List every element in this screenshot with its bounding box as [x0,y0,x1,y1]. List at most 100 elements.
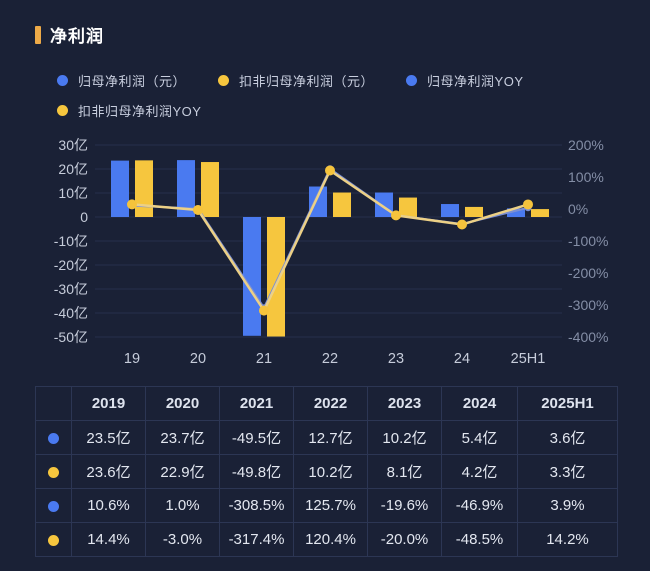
data-table: 2019 2020 2021 2022 2023 2024 2025H1 23.5亿 23.7… [35,386,618,557]
right-axis-tick-label: 0% [568,201,588,217]
x-axis-tick-label: 21 [256,351,272,367]
x-axis-tick-label: 20 [190,351,206,367]
legend-label: 扣非归母净利润YOY [78,104,202,119]
title-accent-bar [35,25,41,44]
legend-item-deducted-net-profit-yoy[interactable]: 扣非归母净利润YOY [57,101,201,120]
series-dot [48,466,59,478]
table-year-header: 2025H1 [517,386,618,421]
deducted-net-profit-yoy-point[interactable] [259,305,269,316]
net-profit-bar[interactable] [243,217,261,336]
table-row: 10.6% 1.0% -308.5% 125.7% -19.6% -46.9% 3.9% [35,488,618,523]
table-year-header: 2023 [367,386,442,421]
series-dot-cell [35,420,72,455]
deducted-net-profit-yoy-point[interactable] [523,199,533,210]
table-value-cell: 3.9% [517,488,618,523]
x-axis-tick-label: 23 [388,351,404,367]
table-row: 14.4% -3.0% -317.4% 120.4% -20.0% -48.5% 14.2% [35,522,618,557]
table-row: 23.5亿 23.7亿 -49.5亿 12.7亿 10.2亿 5.4亿 3.6亿 [35,420,618,455]
deducted-net-profit-yoy-point[interactable] [193,204,203,215]
left-axis-tick-label: -50亿 [54,329,88,345]
table-value-cell: 3.6亿 [517,420,618,455]
left-axis-tick-label: 20亿 [58,161,88,177]
legend-label: 扣非归母净利润（元） [239,74,375,89]
series-dot [48,432,59,444]
deducted-net-profit-yoy-point[interactable] [457,219,467,230]
table-header-row: 2019 2020 2021 2022 2023 2024 2025H1 [35,386,618,421]
legend-item-deducted-net-profit[interactable]: 扣非归母净利润（元） [218,71,374,90]
deducted-net-profit-bar[interactable] [267,217,285,337]
table-value-cell: 14.2% [517,522,618,557]
legend-item-net-profit[interactable]: 归母净利润（元） [57,71,186,90]
table-value-cell: -20.0% [367,522,442,557]
table-value-cell: 10.6% [71,488,146,523]
table-value-cell: -308.5% [219,488,294,523]
table-row: 23.6亿 22.9亿 -49.8亿 10.2亿 8.1亿 4.2亿 3.3亿 [35,454,618,489]
net-profit-bar[interactable] [507,208,525,217]
deducted-net-profit-bar[interactable] [399,197,417,217]
table-value-cell: 8.1亿 [367,454,442,489]
legend-dot-blue [57,75,68,86]
net-profit-bar[interactable] [309,186,327,217]
legend-dot-blue [406,75,418,86]
table-value-cell: 120.4% [293,522,368,557]
net-profit-bar[interactable] [111,160,129,217]
table-value-cell: 14.4% [71,522,146,557]
x-axis-tick-label: 24 [454,351,470,367]
net-profit-bar[interactable] [441,204,459,217]
right-axis-tick-label: -400% [568,329,608,345]
left-axis-tick-label: 0 [80,209,88,225]
table-year-header: 2020 [145,386,220,421]
series-dot-cell [35,522,72,557]
right-axis-tick-label: -100% [568,233,608,249]
x-axis-tick-label: 22 [322,351,338,367]
series-dot [48,500,59,512]
table-year-header: 2024 [441,386,518,421]
table-value-cell: 125.7% [293,488,368,523]
net-profit-bar[interactable] [177,160,195,217]
series-dot [48,534,59,546]
table-year-header: 2022 [293,386,368,421]
table-value-cell: -19.6% [367,488,442,523]
table-value-cell: 23.6亿 [71,454,146,489]
series-dot-cell [35,488,72,523]
table-value-cell: -317.4% [219,522,294,557]
deducted-net-profit-bar[interactable] [531,209,549,217]
table-value-cell: -48.5% [441,522,518,557]
chart-legend: 归母净利润（元） 扣非归母净利润（元） 归母净利润YOY 扣非归母净利润YOY [57,71,587,120]
legend-label: 归母净利润（元） [78,74,187,89]
combo-chart[interactable]: 30亿 20亿 10亿 0 -10亿 -20亿 -30亿 -40亿 -50亿 200% 100% 0%… [0,135,650,375]
table-body: 23.5亿 23.7亿 -49.5亿 12.7亿 10.2亿 5.4亿 3.6亿 23.6亿 2… [35,420,618,557]
table-value-cell: 1.0% [145,488,220,523]
table-corner-cell [35,386,72,421]
table-value-cell: 10.2亿 [293,454,368,489]
left-axis-tick-label: -40亿 [54,305,88,321]
table-value-cell: 4.2亿 [441,454,518,489]
right-axis-tick-label: -300% [568,297,608,313]
left-axis-tick-label: 10亿 [58,185,88,201]
table-value-cell: 23.5亿 [71,420,146,455]
deducted-net-profit-bar[interactable] [135,160,153,217]
legend-dot-yellow [57,105,68,116]
right-axis-tick-label: 200% [568,137,604,153]
legend-item-net-profit-yoy[interactable]: 归母净利润YOY [406,71,523,90]
right-axis-tick-label: 100% [568,169,604,185]
deducted-net-profit-yoy-point[interactable] [391,210,401,221]
table-value-cell: 10.2亿 [367,420,442,455]
deducted-net-profit-bar[interactable] [201,162,219,217]
x-axis-tick-label: 25H1 [511,351,546,367]
table-year-header: 2021 [219,386,294,421]
table-value-cell: 12.7亿 [293,420,368,455]
deducted-net-profit-bar[interactable] [333,192,351,217]
net-profit-bar[interactable] [375,192,393,217]
table-value-cell: 23.7亿 [145,420,220,455]
deducted-net-profit-yoy-point[interactable] [127,199,137,210]
right-axis-tick-label: -200% [568,265,608,281]
deducted-net-profit-yoy-point[interactable] [325,165,335,176]
table-value-cell: 22.9亿 [145,454,220,489]
panel-header: 净利润 [35,22,104,47]
deducted-net-profit-bar[interactable] [465,206,483,217]
table-year-header: 2019 [71,386,146,421]
table-value-cell: 5.4亿 [441,420,518,455]
table-value-cell: 3.3亿 [517,454,618,489]
